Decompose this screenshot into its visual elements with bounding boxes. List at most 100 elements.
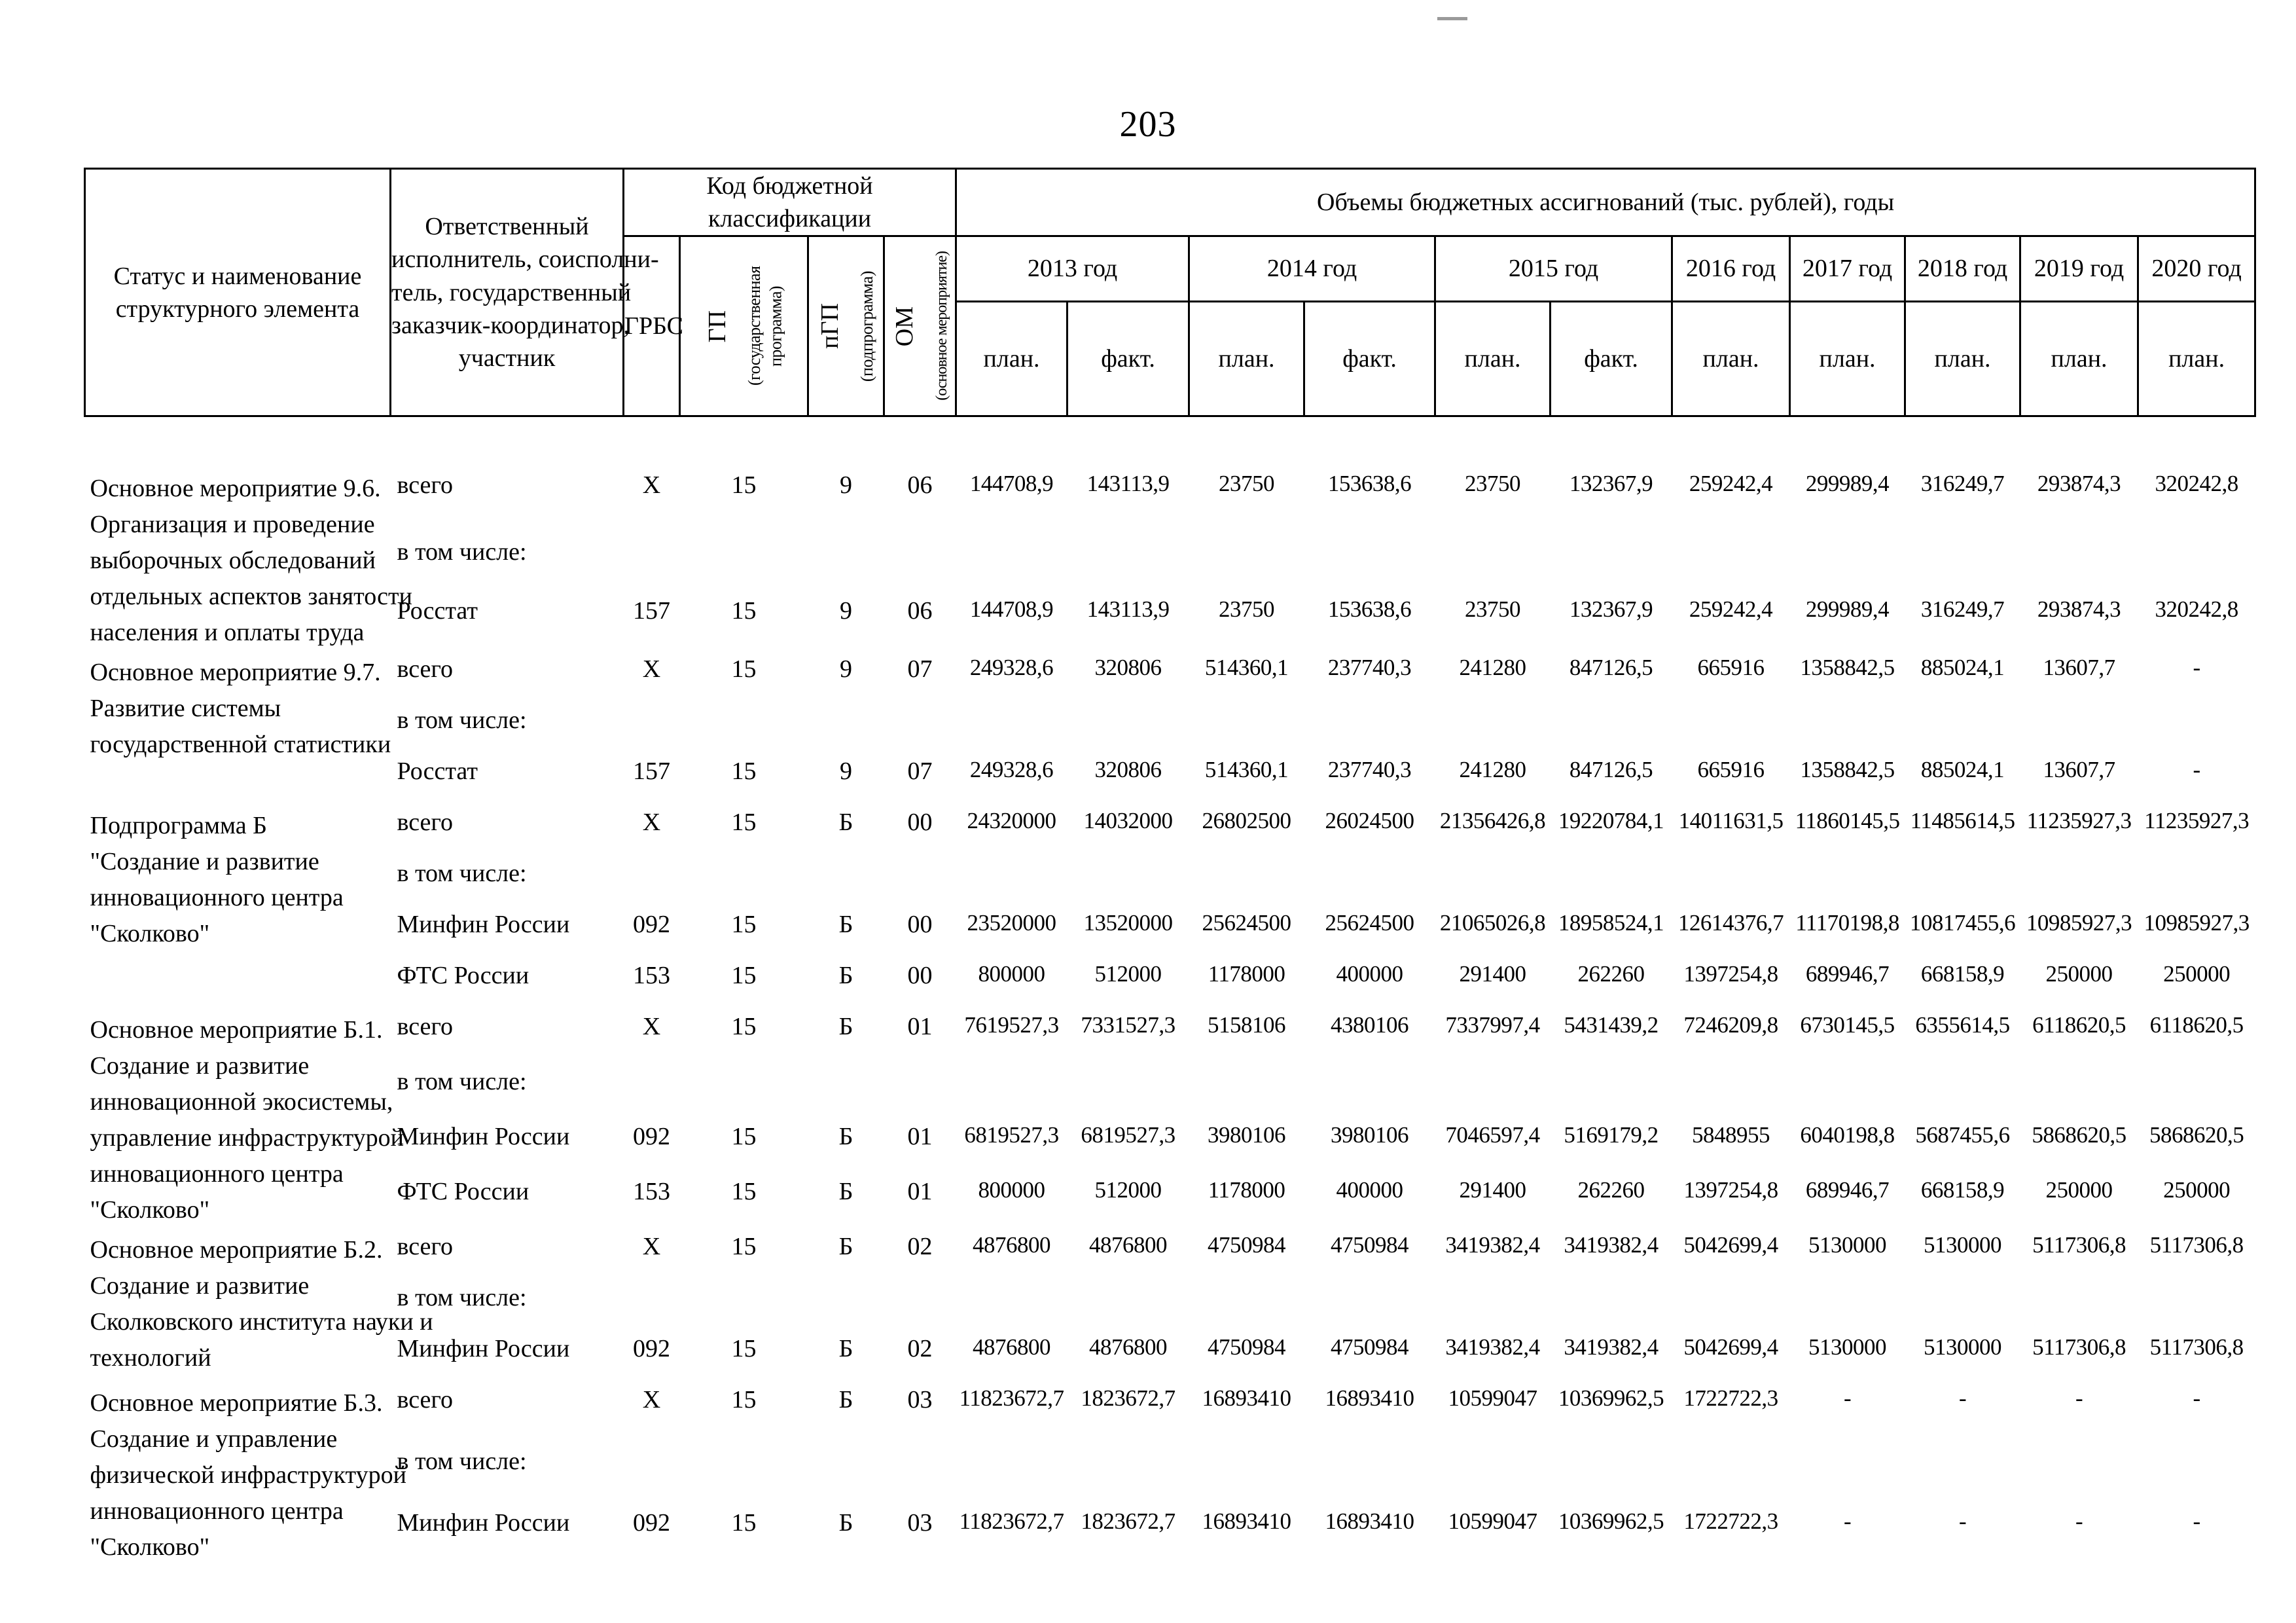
value-cell: - (1843, 1385, 1852, 1412)
grbs-cell: X (642, 1233, 661, 1261)
value-cell: 4750984 (1331, 1232, 1409, 1258)
executor-cell: всего (397, 471, 454, 500)
value-cell: 847126,5 (1569, 655, 1653, 681)
value-cell: 18958524,1 (1558, 910, 1664, 936)
pgp-cell: Б (838, 1013, 853, 1041)
gp-cell: 15 (731, 596, 757, 625)
grbs-cell (624, 534, 680, 593)
gp-cell: 15 (731, 1335, 757, 1363)
executor-cell: ФТС России (397, 962, 529, 990)
value-cell: 3980106 (1331, 1122, 1409, 1148)
value-cell: 6118620,5 (2032, 1012, 2126, 1038)
plan-header: план. (2137, 300, 2257, 418)
value-cell (956, 1063, 1067, 1118)
gp-cell (680, 855, 808, 906)
table-row: Основное мероприятие Б.2. Создание и раз… (85, 1228, 2255, 1372)
table-row: Подпрограмма Б "Создание и развитие инно… (85, 804, 2255, 947)
grbs-cell (624, 1063, 680, 1118)
om-cell (884, 702, 956, 753)
grbs-cell (624, 1443, 680, 1504)
om-header: ОМ (основное мероприятие) (882, 235, 958, 418)
executor-cell: в том числе: (397, 860, 527, 888)
value-cell: - (1843, 1508, 1852, 1534)
grbs-cell: X (642, 809, 661, 837)
scan-artifact (1437, 17, 1467, 20)
grbs-cell: 092 (633, 1508, 670, 1537)
om-cell: 01 (907, 1123, 933, 1151)
value-cell: 3419382,4 (1564, 1232, 1659, 1258)
value-cell: 5117306,8 (2149, 1232, 2244, 1258)
value-cell: 1722722,3 (1683, 1385, 1778, 1412)
volumes-group-header: Объемы бюджетных ассигнований (тыс. рубл… (955, 167, 2257, 238)
grbs-cell (624, 1279, 680, 1330)
block-title: Основное мероприятие 9.7. Развитие систе… (90, 659, 391, 759)
value-cell (1672, 855, 1790, 906)
executor-cell: в том числе: (397, 538, 527, 566)
value-cell: 11170198,8 (1795, 910, 1899, 936)
value-cell: 293874,3 (2037, 596, 2121, 622)
gp-cell: 15 (731, 757, 757, 786)
value-cell: 5130000 (1924, 1334, 2002, 1360)
value-cell (1435, 855, 1551, 906)
pgp-cell: Б (838, 1386, 853, 1414)
value-cell: 5687455,6 (1915, 1122, 2010, 1148)
value-cell: 153638,6 (1327, 596, 1412, 622)
value-cell: 1823672,7 (1081, 1385, 1175, 1412)
value-cell: 13607,7 (2043, 757, 2115, 783)
year-header: 2017 год (1789, 235, 1907, 302)
value-cell: 320806 (1094, 757, 1162, 783)
value-cell: 16893410 (1202, 1385, 1292, 1412)
grbs-cell: 092 (633, 1335, 670, 1363)
gp-cell: 15 (731, 911, 757, 939)
value-cell: 514360,1 (1204, 655, 1289, 681)
gp-cell: 15 (731, 1233, 757, 1261)
om-cell: 00 (907, 809, 933, 837)
plan-header: план. (955, 300, 1069, 418)
plan-header: план. (1904, 300, 2022, 418)
pgp-cell: Б (838, 1178, 853, 1206)
value-cell: 1358842,5 (1800, 655, 1895, 681)
value-cell: 3980106 (1208, 1122, 1286, 1148)
pgp-header: пГП (подпрограмма) (807, 235, 885, 418)
value-cell (2020, 855, 2138, 906)
value-cell (2020, 534, 2138, 593)
value-cell: 14032000 (1083, 808, 1174, 834)
om-cell (884, 1279, 956, 1330)
grbs-cell: 092 (633, 1123, 670, 1151)
plan-header: план. (2019, 300, 2140, 418)
value-cell: 291400 (1459, 961, 1527, 987)
value-cell: 1178000 (1208, 961, 1285, 987)
table-row: Росстат 157 15 9 07 249328,6 320806 5143… (85, 753, 2255, 804)
om-cell: 06 (907, 596, 933, 625)
gp-cell (680, 1443, 808, 1504)
value-cell: 316249,7 (1920, 596, 2005, 622)
budget-table: Статус и наименование структурного элеме… (84, 167, 2257, 1565)
value-cell: 259242,4 (1689, 471, 1773, 497)
value-cell: 4876800 (973, 1334, 1051, 1360)
value-cell (1067, 1279, 1189, 1330)
value-cell (1304, 1443, 1435, 1504)
value-cell (956, 855, 1067, 906)
pgp-cell: Б (838, 809, 853, 837)
value-cell (1551, 1443, 1672, 1504)
value-cell: 1397254,8 (1683, 1177, 1778, 1203)
pgp-cell: 9 (840, 655, 852, 684)
pgp-cell: 9 (840, 471, 852, 500)
value-cell: 320242,8 (2155, 471, 2238, 497)
value-cell: 5042699,4 (1683, 1334, 1778, 1360)
value-cell (1067, 534, 1189, 593)
table-row: в том числе: (85, 855, 2255, 906)
value-cell (1189, 1279, 1304, 1330)
value-cell (1067, 855, 1189, 906)
value-cell (1790, 855, 1905, 906)
value-cell: 23750 (1219, 596, 1275, 622)
value-cell: 5117306,8 (2149, 1334, 2244, 1360)
value-cell (1905, 1279, 2020, 1330)
value-cell: 1823672,7 (1081, 1508, 1175, 1534)
value-cell (1304, 1063, 1435, 1118)
executor-cell: всего (397, 1386, 454, 1414)
table-row: Основное мероприятие 9.7. Развитие систе… (85, 651, 2255, 758)
pgp-sublabel: (подпрограмма) (857, 270, 877, 382)
value-cell: 4750984 (1208, 1334, 1286, 1360)
value-cell (956, 1443, 1067, 1504)
